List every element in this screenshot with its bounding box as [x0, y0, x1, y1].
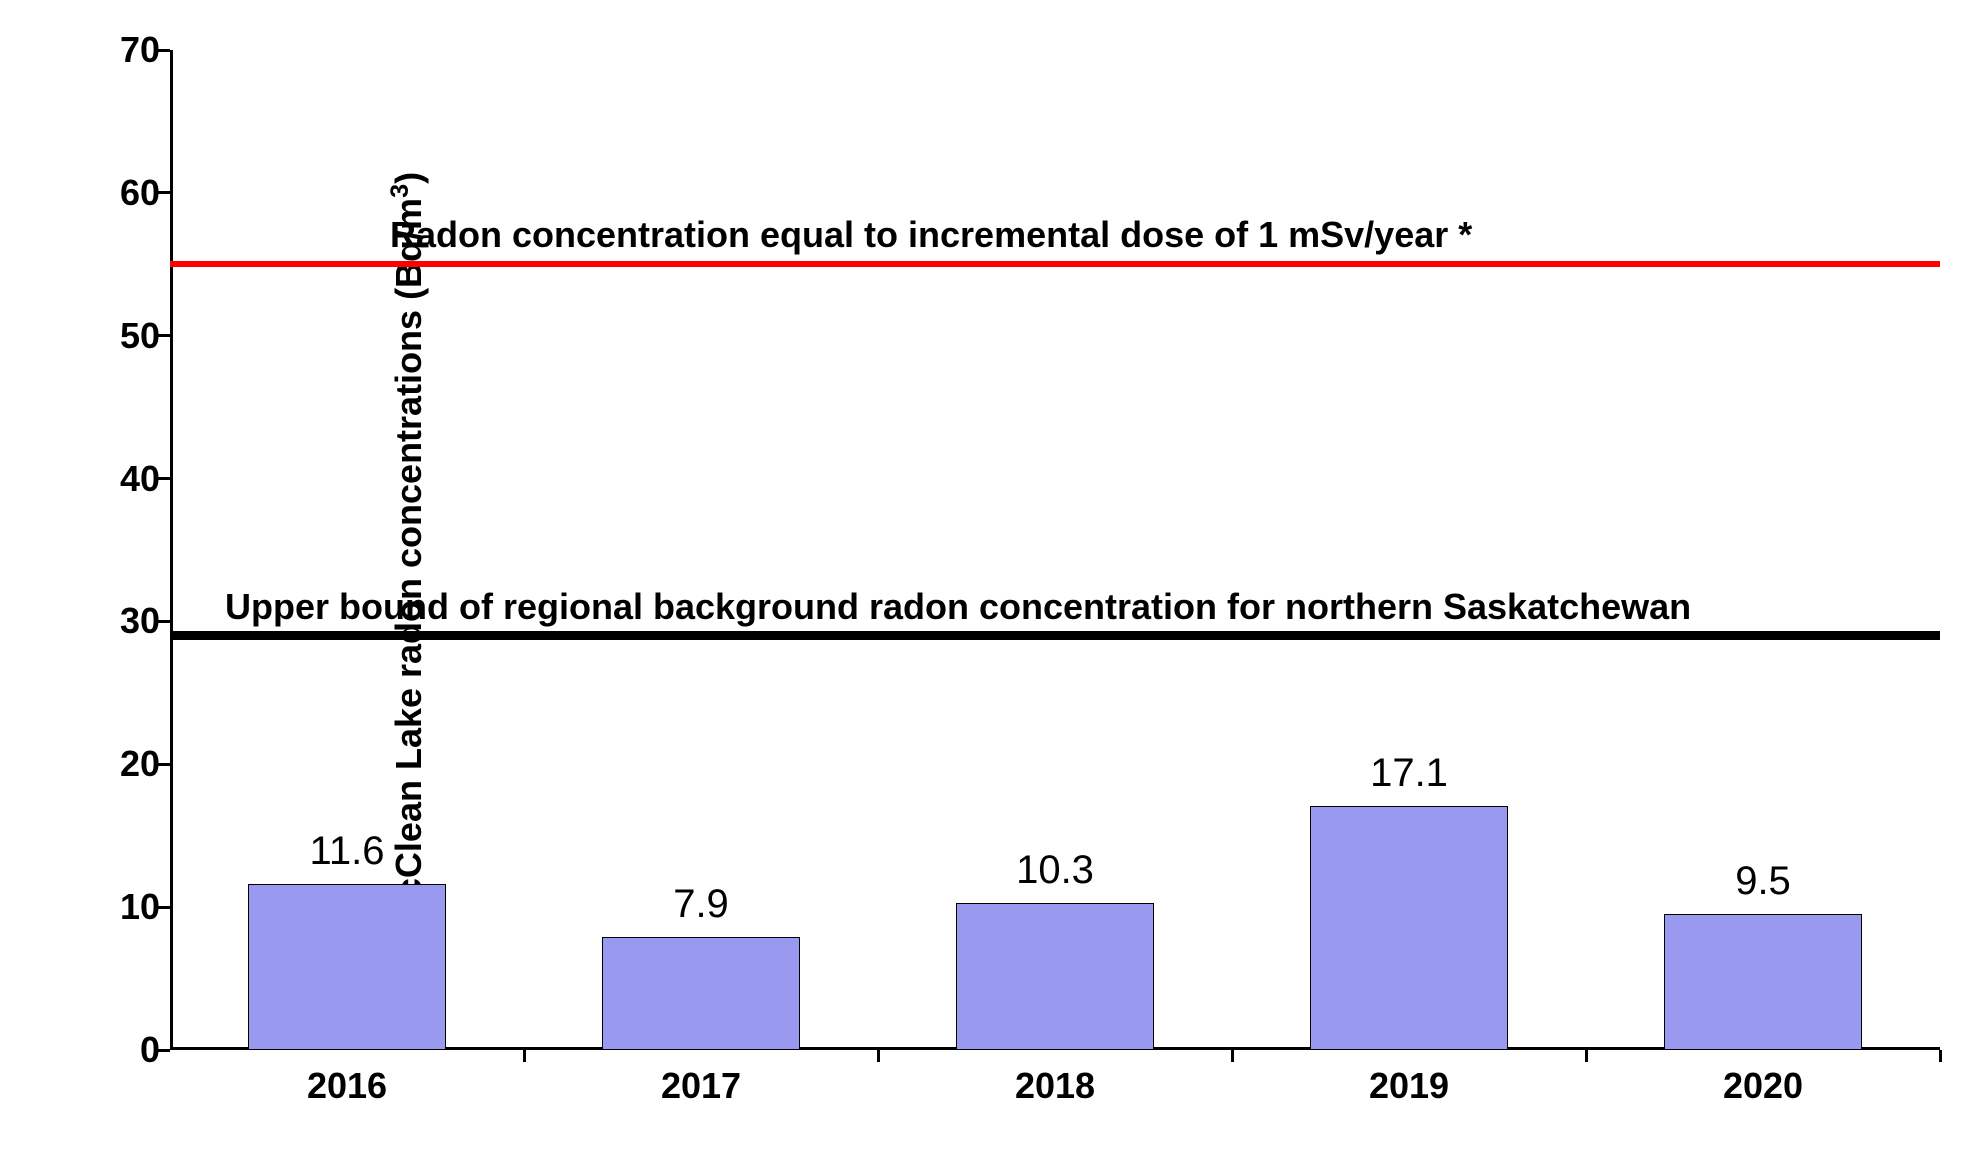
y-tick-mark: [158, 191, 170, 194]
y-tick-mark: [158, 620, 170, 623]
y-tick-label: 10: [120, 886, 160, 928]
y-tick-label: 60: [120, 172, 160, 214]
x-tick-label: 2018: [1015, 1065, 1095, 1107]
reference-line-label: Radon concentration equal to incremental…: [390, 214, 1472, 256]
y-tick-mark: [158, 1049, 170, 1052]
bar-value-label: 17.1: [1370, 751, 1448, 796]
x-tick-label: 2019: [1369, 1065, 1449, 1107]
bar-value-label: 9.5: [1735, 859, 1791, 904]
y-tick-label: 40: [120, 458, 160, 500]
y-tick-label: 0: [140, 1029, 160, 1071]
data-bar: [248, 884, 446, 1050]
x-tick-mark: [523, 1050, 526, 1062]
y-tick-mark: [158, 477, 170, 480]
y-axis-label: McClean Lake radon concentrations (Bq/m3…: [386, 172, 430, 928]
y-tick-label: 70: [120, 29, 160, 71]
x-tick-mark: [1939, 1050, 1942, 1062]
y-tick-label: 20: [120, 743, 160, 785]
data-bar: [602, 937, 800, 1050]
bar-value-label: 11.6: [310, 829, 385, 874]
x-tick-label: 2017: [661, 1065, 741, 1107]
reference-line-label: Upper bound of regional background radon…: [225, 586, 1691, 628]
y-tick-mark: [158, 906, 170, 909]
data-bar: [1664, 914, 1862, 1050]
data-bar: [956, 903, 1154, 1050]
x-tick-mark: [1231, 1050, 1234, 1062]
bar-value-label: 7.9: [673, 882, 729, 927]
y-tick-label: 30: [120, 600, 160, 642]
bar-value-label: 10.3: [1016, 848, 1094, 893]
reference-line: [170, 261, 1940, 267]
x-tick-mark: [877, 1050, 880, 1062]
y-tick-label: 50: [120, 315, 160, 357]
y-tick-mark: [158, 49, 170, 52]
radon-bar-chart: McClean Lake radon concentrations (Bq/m3…: [0, 0, 1980, 1171]
x-tick-label: 2020: [1723, 1065, 1803, 1107]
reference-line: [170, 631, 1940, 640]
y-tick-mark: [158, 334, 170, 337]
x-tick-mark: [1585, 1050, 1588, 1062]
data-bar: [1310, 806, 1508, 1050]
y-tick-mark: [158, 763, 170, 766]
x-tick-label: 2016: [307, 1065, 387, 1107]
